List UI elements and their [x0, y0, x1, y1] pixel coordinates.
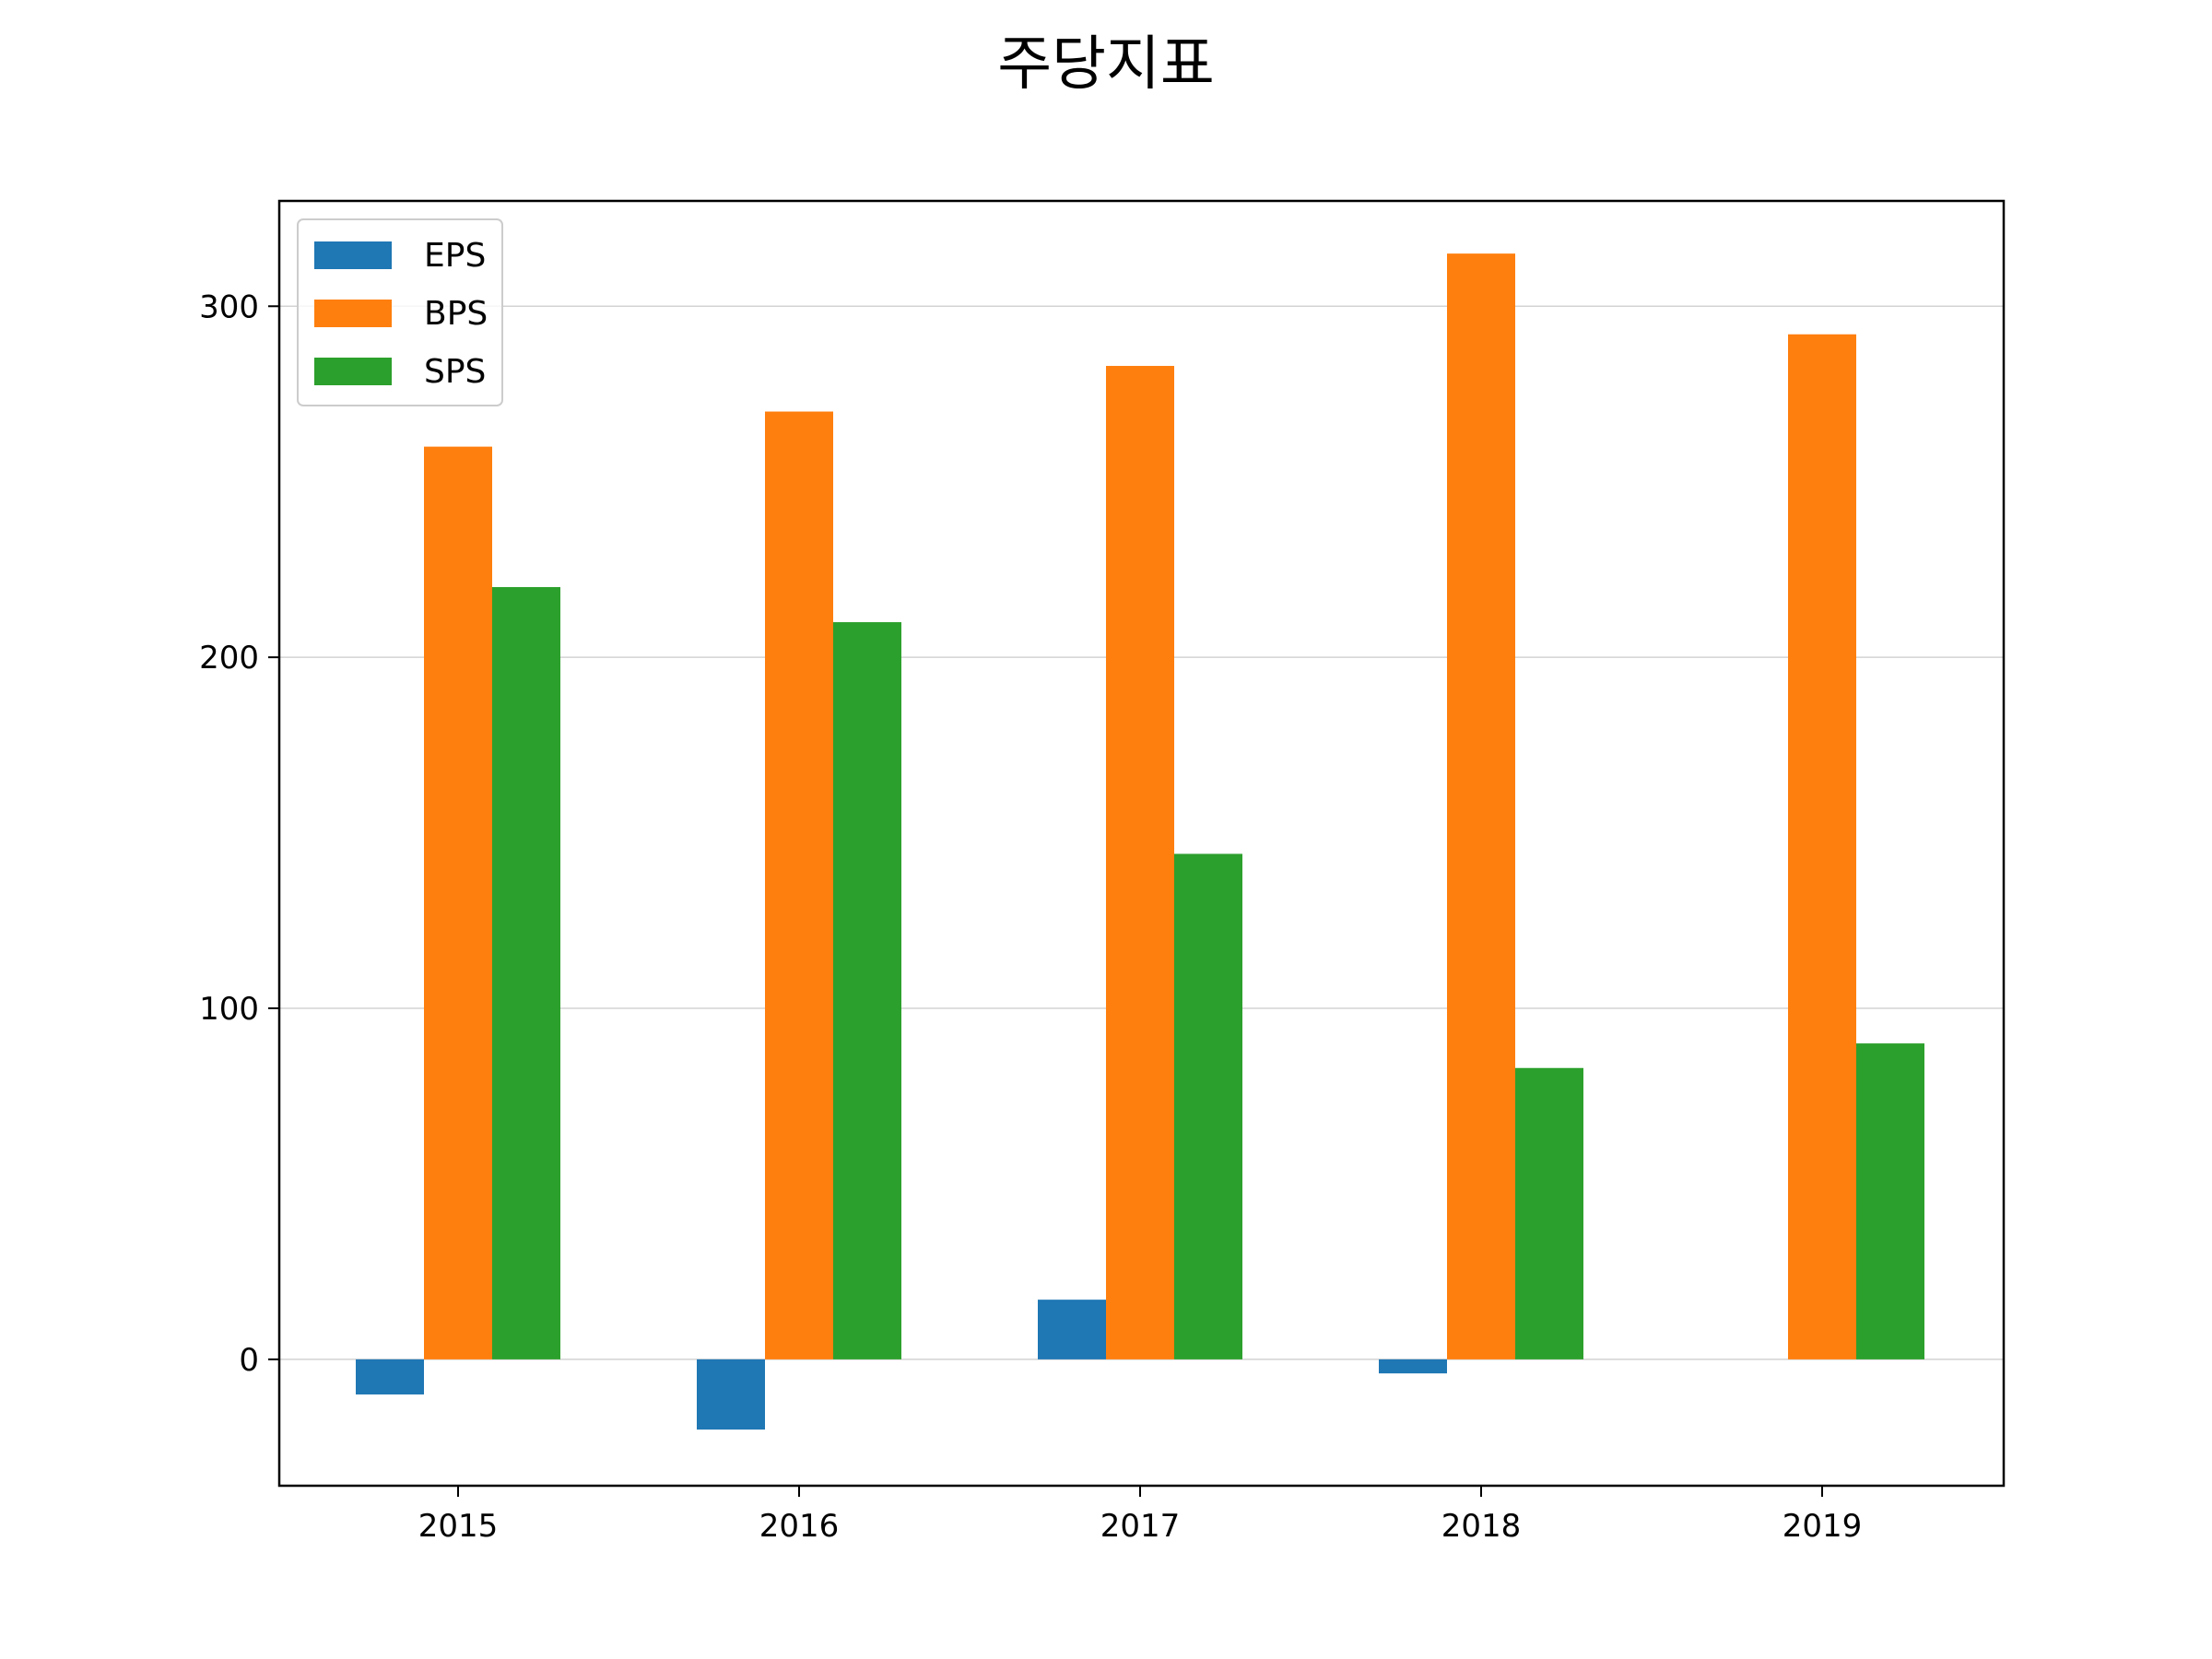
bar-sps-2015[interactable]: [492, 586, 560, 1359]
bar-bps-2017[interactable]: [1106, 366, 1174, 1359]
y-tick-label: 0: [239, 1342, 259, 1379]
bar-eps-2018[interactable]: [1379, 1359, 1447, 1374]
legend-swatch-bps: [314, 300, 392, 327]
bar-sps-2016[interactable]: [833, 622, 901, 1359]
bar-bps-2018[interactable]: [1447, 253, 1515, 1359]
legend-swatch-eps: [314, 241, 392, 269]
legend-label-sps: SPS: [424, 353, 486, 391]
bar-bps-2019[interactable]: [1788, 334, 1856, 1359]
x-tick-label: 2016: [759, 1508, 840, 1545]
legend: EPS BPS SPS: [297, 218, 503, 406]
x-tick-label: 2019: [1783, 1508, 1863, 1545]
bar-eps-2015[interactable]: [356, 1359, 424, 1394]
bar-sps-2019[interactable]: [1856, 1043, 1924, 1359]
bar-sps-2018[interactable]: [1515, 1067, 1583, 1359]
legend-label-bps: BPS: [424, 295, 488, 333]
y-tick-label: 200: [199, 640, 259, 677]
chart-title: 주당지표: [997, 30, 1215, 99]
plot-frame: [277, 199, 2006, 1488]
y-tick-label: 300: [199, 288, 259, 325]
x-tick-label: 2015: [418, 1508, 499, 1545]
bar-eps-2017[interactable]: [1038, 1300, 1106, 1359]
x-tick-label: 2017: [1100, 1508, 1181, 1545]
legend-swatch-sps: [314, 358, 392, 385]
bar-bps-2016[interactable]: [765, 411, 833, 1359]
bar-eps-2016[interactable]: [697, 1359, 765, 1430]
bar-sps-2017[interactable]: [1174, 853, 1242, 1359]
x-tick-label: 2018: [1441, 1508, 1522, 1545]
bar-bps-2015[interactable]: [424, 446, 492, 1359]
legend-label-eps: EPS: [424, 237, 486, 275]
y-tick-label: 100: [199, 991, 259, 1028]
bars: [356, 253, 1924, 1430]
axes: 0 100 200 300 2015 2016 2017 2018 2019: [199, 199, 2006, 1545]
